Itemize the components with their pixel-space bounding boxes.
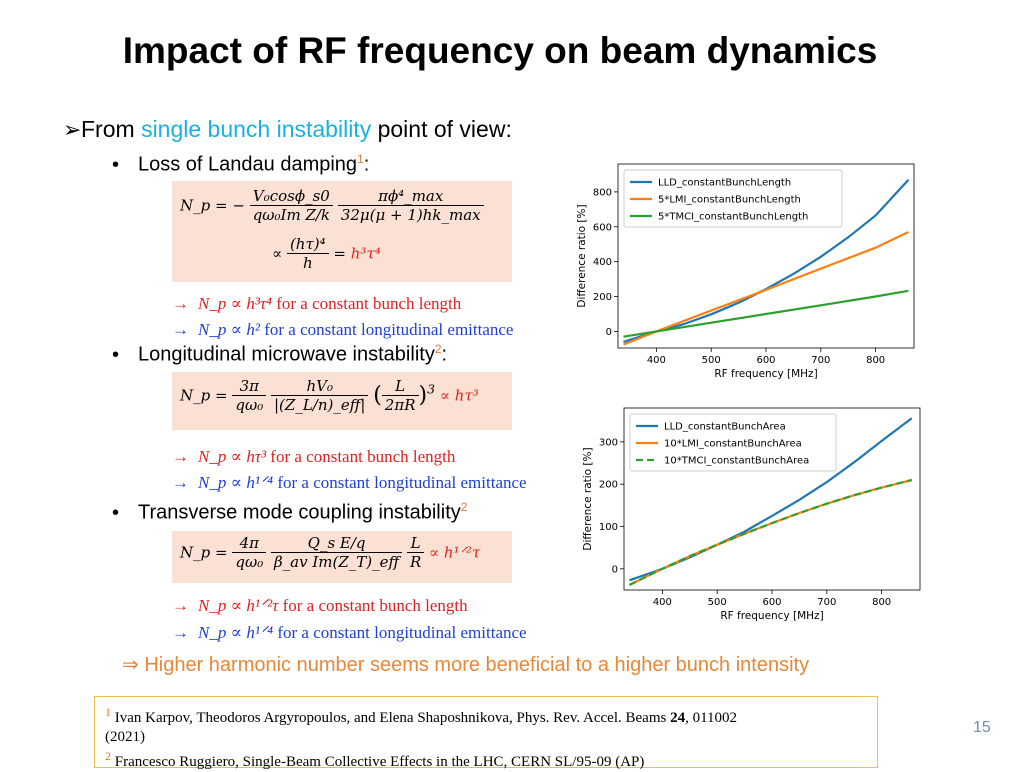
- legend-label: 10*TMCI_constantBunchArea: [664, 456, 809, 467]
- formula-fraction: 3π qω₀: [232, 377, 267, 414]
- reference-marker: 2: [434, 342, 442, 356]
- y-tick-label: 300: [599, 437, 618, 448]
- x-tick-label: 800: [866, 355, 885, 366]
- formula-result: ∝ h¹ᐟ²τ: [429, 543, 481, 562]
- y-tick-label: 0: [612, 564, 618, 575]
- note-microwave-constant-emittance: → N_p ∝ h¹ᐟ⁴ for a constant longitudinal …: [172, 473, 527, 492]
- series-line: [629, 478, 913, 586]
- reference-marker: 1: [357, 152, 364, 166]
- y-tick-label: 200: [599, 480, 618, 491]
- y-tick-label: 400: [593, 257, 612, 268]
- note-microwave-constant-length: → N_p ∝ hτ³ for a constant bunch length: [172, 447, 456, 466]
- formula-landau-damping: N_p = − V₀cosϕ_s0 qω₀Im Z/k πϕ⁴_max 32μ(μ …: [172, 181, 512, 282]
- x-tick-label: 700: [811, 355, 830, 366]
- x-tick-label: 500: [702, 355, 721, 366]
- page-number: 15: [973, 719, 991, 736]
- x-axis-label: RF frequency [MHz]: [720, 610, 823, 622]
- section-label: Longitudinal microwave instability: [138, 343, 435, 366]
- bullet-dot-icon: •: [112, 153, 120, 176]
- formula-fraction: 4π qω₀: [232, 534, 267, 571]
- legend-label: LLD_constantBunchArea: [664, 422, 786, 433]
- x-tick-label: 700: [817, 597, 836, 608]
- main-bullet-prefix: From: [81, 116, 142, 142]
- legend-box: [623, 169, 843, 228]
- x-tick-label: 600: [762, 597, 781, 608]
- reference-2: 2 Francesco Ruggiero, Single-Beam Collec…: [105, 749, 645, 770]
- section-label: Loss of Landau damping: [138, 153, 358, 176]
- note-tmci-constant-emittance: → N_p ∝ h¹ᐟ⁴ for a constant longitudinal …: [172, 623, 527, 642]
- chart-constant-bunch-area: 400 500 600 700 800 0 100 200 300 RF frequency [M…: [582, 407, 921, 622]
- series-line: [623, 289, 909, 338]
- x-axis-label: RF frequency [MHz]: [714, 368, 817, 380]
- legend-label: 5*LMI_constantBunchLength: [658, 195, 801, 206]
- bullet-dot-icon: •: [112, 343, 120, 366]
- y-tick-label: 100: [599, 522, 618, 533]
- bullet-longitudinal-microwave: • Longitudinal microwave instability2:: [112, 342, 448, 366]
- legend-box: [629, 413, 837, 472]
- reference-1-cont: (2021): [105, 729, 145, 745]
- x-tick-label: 500: [708, 597, 727, 608]
- y-tick-label: 600: [593, 222, 612, 233]
- formula-proportional: ∝: [272, 244, 283, 263]
- arrowhead-bullet-icon: ➢: [63, 117, 82, 142]
- formula-fraction: Q_s E/q β_av Im(Z_T)_eff: [271, 534, 403, 571]
- chart-constant-bunch-length: 400 500 600 700 800 0 200 400 600 800 RF frequency…: [576, 163, 915, 380]
- y-tick-label: 200: [593, 292, 612, 303]
- slide-title: Impact of RF frequency on beam dynamics: [122, 30, 878, 71]
- legend-label: 10*LMI_constantBunchArea: [664, 439, 802, 450]
- conclusion-text: ⇒ Higher harmonic number seems more bene…: [122, 654, 810, 676]
- formula-longitudinal-microwave: N_p = 3π qω₀ hV₀ |(Z_L/n)_eff| (L 2πR)3 ∝ h…: [172, 372, 512, 430]
- x-tick-label: 800: [872, 597, 891, 608]
- formula-fraction: πϕ⁴_max 32μ(μ + 1)hk_max: [337, 187, 484, 224]
- references-box: 1 Ivan Karpov, Theodoros Argyropoulos, a…: [94, 696, 878, 770]
- formula-result: h³τ⁴: [350, 244, 381, 263]
- bullet-landau-damping: • Loss of Landau damping1:: [112, 152, 370, 176]
- reference-marker: 2: [460, 500, 468, 514]
- section-label: Transverse mode coupling instability: [138, 501, 461, 524]
- bullet-transverse-mode-coupling: • Transverse mode coupling instability2: [112, 500, 467, 525]
- x-tick-label: 400: [653, 597, 672, 608]
- main-bullet: ➢From single bunch instability point of …: [63, 116, 512, 143]
- formula-lhs: N_p = −: [180, 196, 245, 215]
- reference-1: 1 Ivan Karpov, Theodoros Argyropoulos, a…: [105, 705, 738, 726]
- bullet-dot-icon: •: [112, 501, 120, 524]
- y-tick-label: 0: [606, 327, 612, 338]
- formula-fraction: L 2πR: [381, 377, 419, 414]
- main-bullet-suffix: point of view:: [371, 116, 512, 142]
- main-bullet-highlight: single bunch instability: [141, 116, 372, 142]
- y-axis-label: Difference ratio [%]: [576, 204, 588, 307]
- note-landau-constant-emittance: → N_p ∝ h² for a constant longitudinal em…: [172, 320, 514, 339]
- formula-fraction: hV₀ |(Z_L/n)_eff|: [271, 377, 369, 414]
- x-tick-label: 600: [756, 355, 775, 366]
- legend-label: LLD_constantBunchLength: [658, 178, 791, 189]
- formula-fraction: V₀cosϕ_s0 qω₀Im Z/k: [249, 187, 334, 224]
- formula-result: ∝ hτ³: [439, 386, 479, 405]
- y-axis-label: Difference ratio [%]: [582, 447, 594, 550]
- formula-fraction: (hτ)⁴ h: [286, 235, 329, 272]
- y-tick-label: 800: [593, 187, 612, 198]
- legend-label: 5*TMCI_constantBunchLength: [658, 212, 808, 223]
- note-tmci-constant-length: → N_p ∝ h¹ᐟ²τ for a constant bunch length: [172, 596, 468, 615]
- series-line: [629, 478, 913, 586]
- note-landau-constant-length: → N_p ∝ h³τ⁴ for a constant bunch length: [172, 294, 462, 313]
- x-tick-label: 400: [647, 355, 666, 366]
